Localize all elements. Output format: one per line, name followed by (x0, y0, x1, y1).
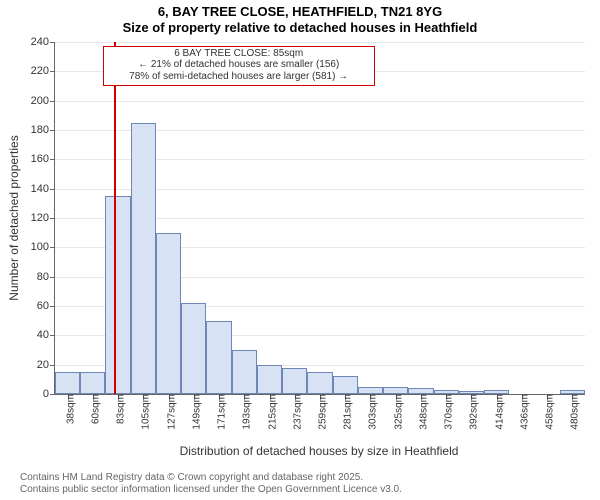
histogram-bar (307, 372, 332, 394)
xtick-label: 348sqm (412, 394, 429, 430)
xtick-label: 392sqm (463, 394, 480, 430)
xtick-label: 370sqm (438, 394, 455, 430)
histogram-bar (105, 196, 130, 394)
xtick-label: 83sqm (110, 394, 127, 424)
xtick-label: 215sqm (261, 394, 278, 430)
xtick-label: 325sqm (387, 394, 404, 430)
annotation-line: 6 BAY TREE CLOSE: 85sqm (108, 48, 370, 60)
histogram-plot-area: 02040608010012014016018020022024038sqm60… (54, 42, 585, 395)
ytick-label: 60 (37, 300, 55, 312)
page-title-line1: 6, BAY TREE CLOSE, HEATHFIELD, TN21 8YG (0, 0, 600, 20)
xtick-label: 414sqm (488, 394, 505, 430)
ytick-label: 100 (31, 241, 55, 253)
xtick-label: 127sqm (160, 394, 177, 430)
page-title-line2: Size of property relative to detached ho… (0, 20, 600, 36)
attribution-line2: Contains public sector information licen… (20, 484, 590, 496)
ytick-label: 200 (31, 95, 55, 107)
xtick-label: 60sqm (84, 394, 101, 424)
gridline (55, 42, 585, 43)
annotation-line: ← 21% of detached houses are smaller (15… (108, 59, 370, 71)
ytick-label: 0 (43, 388, 55, 400)
xtick-label: 237sqm (286, 394, 303, 430)
xtick-label: 38sqm (59, 394, 76, 424)
histogram-bar (232, 350, 257, 394)
histogram-bar (282, 368, 307, 394)
histogram-bar (131, 123, 156, 394)
xtick-label: 105sqm (135, 394, 152, 430)
histogram-bar (383, 387, 408, 394)
ytick-label: 20 (37, 359, 55, 371)
y-axis-label: Number of detached properties (7, 135, 21, 300)
xtick-label: 149sqm (185, 394, 202, 430)
xtick-label: 303sqm (362, 394, 379, 430)
annotation-line: 78% of semi-detached houses are larger (… (108, 71, 370, 83)
histogram-bar (156, 233, 181, 394)
property-marker-line (114, 42, 116, 394)
xtick-label: 259sqm (312, 394, 329, 430)
xtick-label: 436sqm (513, 394, 530, 430)
ytick-label: 180 (31, 124, 55, 136)
ytick-label: 240 (31, 36, 55, 48)
ytick-label: 40 (37, 329, 55, 341)
histogram-bar (257, 365, 282, 394)
ytick-label: 160 (31, 153, 55, 165)
histogram-bar (358, 387, 383, 394)
attribution-line1: Contains HM Land Registry data © Crown c… (20, 472, 590, 484)
histogram-bar (80, 372, 105, 394)
gridline (55, 101, 585, 102)
xtick-label: 281sqm (337, 394, 354, 430)
histogram-bar (206, 321, 231, 394)
xtick-label: 171sqm (211, 394, 228, 430)
xtick-label: 193sqm (236, 394, 253, 430)
histogram-bar (55, 372, 80, 394)
x-axis-label: Distribution of detached houses by size … (180, 444, 459, 458)
ytick-label: 220 (31, 65, 55, 77)
ytick-label: 80 (37, 271, 55, 283)
xtick-label: 458sqm (539, 394, 556, 430)
annotation-box: 6 BAY TREE CLOSE: 85sqm← 21% of detached… (103, 46, 375, 86)
histogram-bar (181, 303, 206, 394)
ytick-label: 140 (31, 183, 55, 195)
xtick-label: 480sqm (564, 394, 581, 430)
ytick-label: 120 (31, 212, 55, 224)
histogram-bar (333, 376, 358, 394)
